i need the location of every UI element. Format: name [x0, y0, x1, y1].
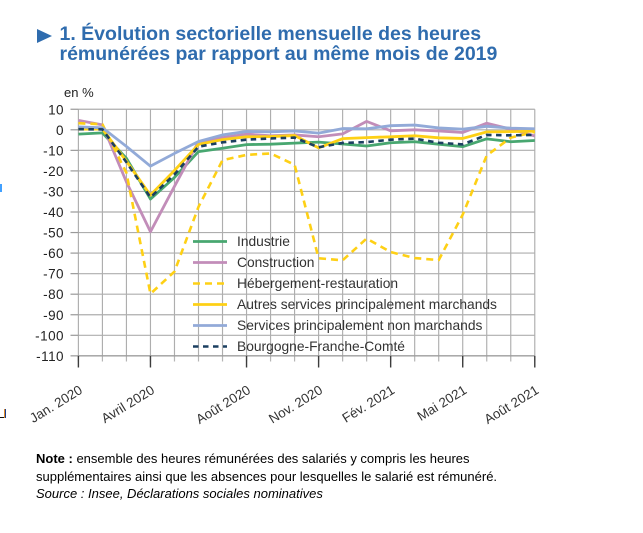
svg-text:Hébergement-restauration: Hébergement-restauration	[237, 276, 398, 291]
svg-text:Construction: Construction	[237, 255, 314, 270]
svg-text:-30: -30	[43, 184, 64, 199]
svg-text:Août 2020: Août 2020	[193, 382, 253, 427]
svg-text:-80: -80	[43, 287, 64, 302]
svg-text:-10: -10	[43, 143, 64, 158]
svg-text:Avril 2020: Avril 2020	[99, 382, 157, 426]
svg-text:Services principalement non ma: Services principalement non marchands	[237, 318, 483, 333]
svg-text:0: 0	[56, 123, 64, 138]
svg-text:en %: en %	[64, 85, 94, 100]
svg-text:Jan. 2020: Jan. 2020	[27, 382, 85, 426]
svg-text:-110: -110	[36, 349, 64, 364]
svg-text:-70: -70	[43, 267, 64, 282]
svg-text:-50: -50	[43, 226, 64, 241]
svg-text:Autres services principalement: Autres services principalement marchands	[237, 297, 497, 312]
svg-text:Nov. 2020: Nov. 2020	[266, 382, 325, 426]
svg-text:-100: -100	[35, 328, 64, 343]
svg-text:10: 10	[48, 102, 64, 117]
svg-text:-20: -20	[43, 164, 64, 179]
svg-text:Mai 2021: Mai 2021	[414, 382, 469, 424]
svg-text:-40: -40	[43, 205, 64, 220]
svg-text:Fév. 2021: Fév. 2021	[339, 382, 397, 425]
svg-text:Août 2021: Août 2021	[481, 382, 541, 427]
svg-text:Industrie: Industrie	[237, 234, 290, 249]
svg-text:-60: -60	[43, 246, 64, 261]
svg-text:Bourgogne-Franche-Comté: Bourgogne-Franche-Comté	[237, 339, 405, 354]
svg-text:-90: -90	[43, 308, 64, 323]
